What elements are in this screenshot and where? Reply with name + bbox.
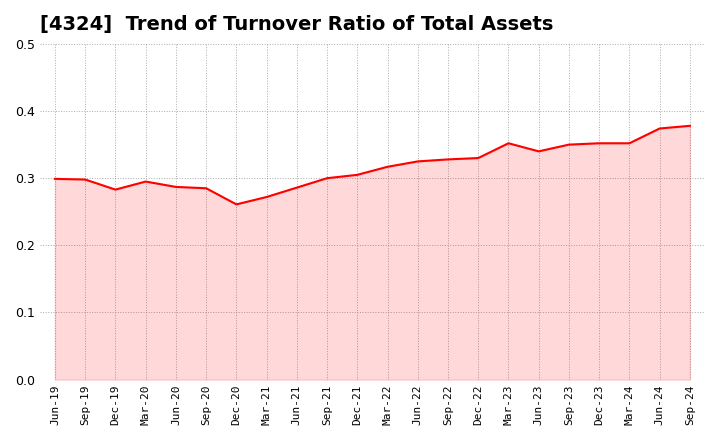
Text: [4324]  Trend of Turnover Ratio of Total Assets: [4324] Trend of Turnover Ratio of Total … [40, 15, 553, 34]
